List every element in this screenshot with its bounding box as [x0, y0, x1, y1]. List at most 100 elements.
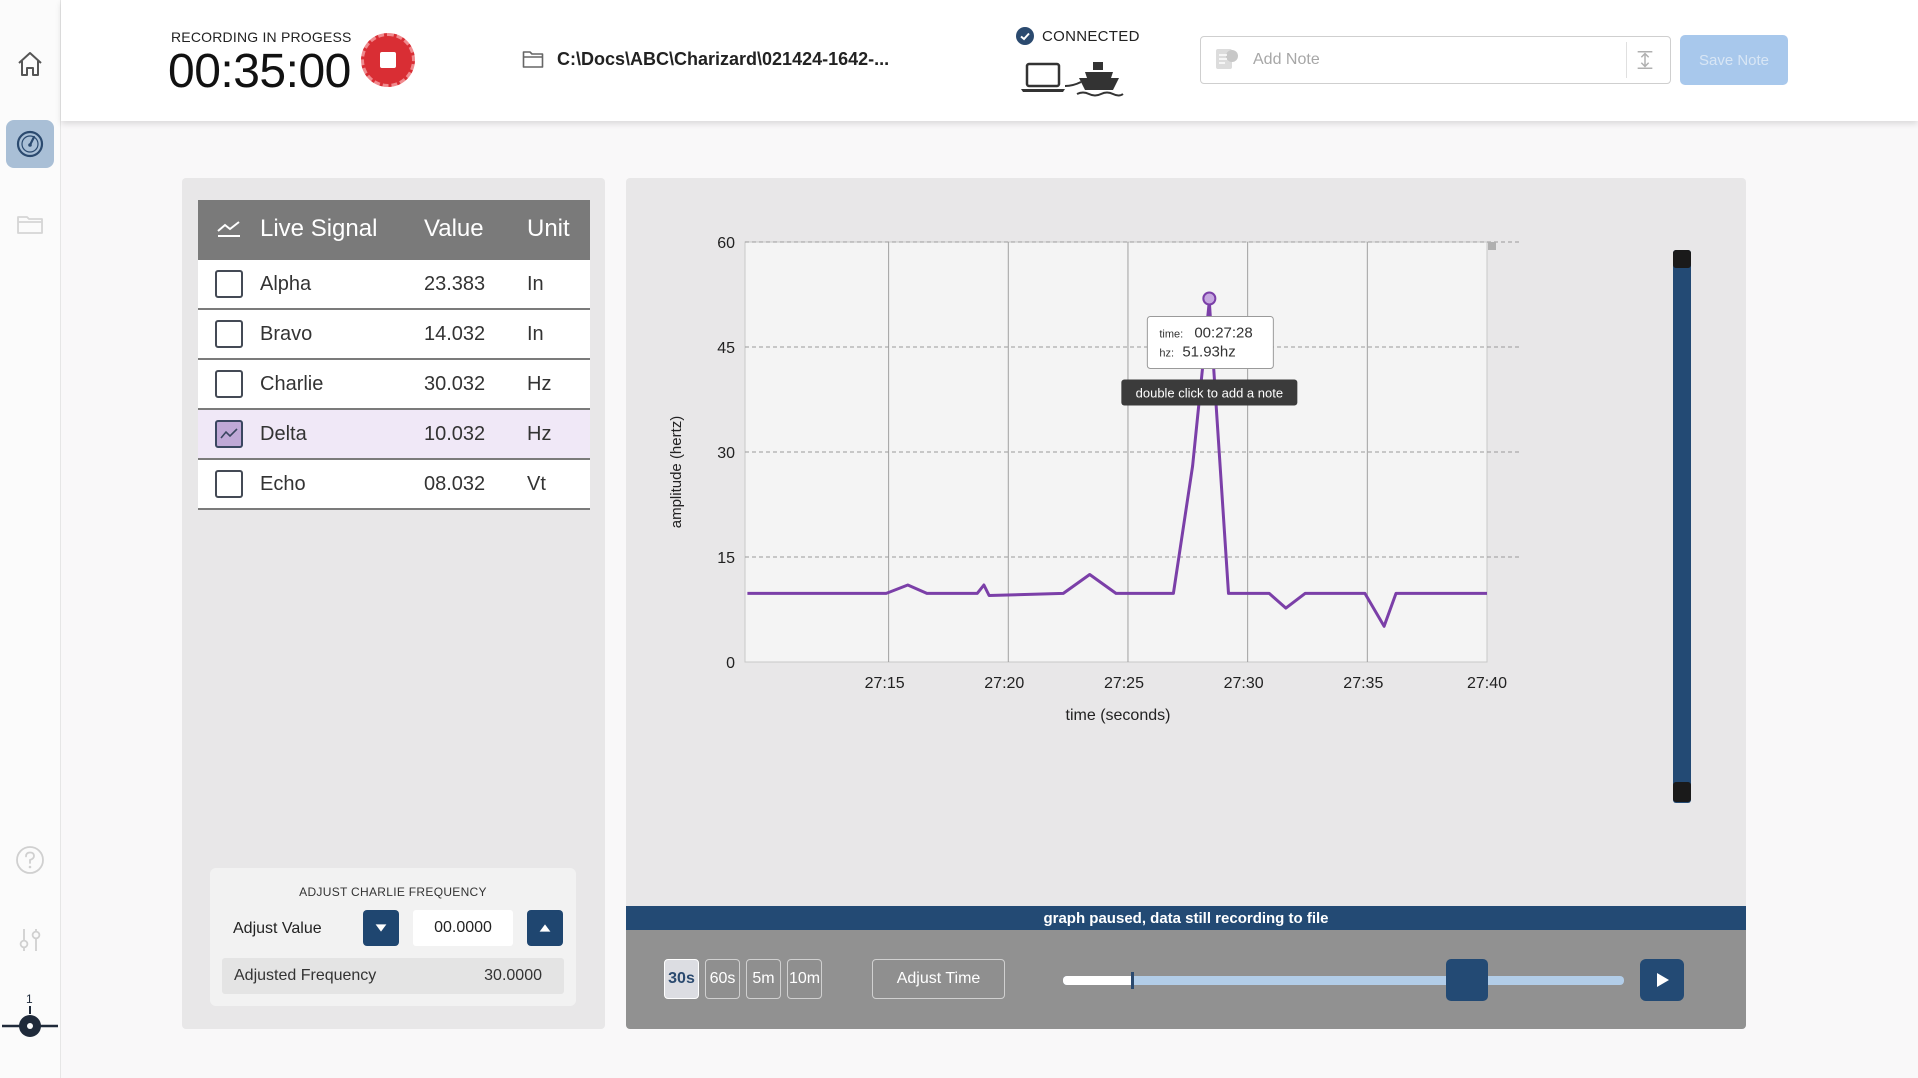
signal-unit: In	[527, 322, 544, 345]
y-tick-label: 45	[717, 340, 735, 357]
laptop-ship-connection-icon	[1021, 62, 1124, 97]
signal-value: 14.032	[424, 322, 486, 345]
signal-name: Alpha	[260, 272, 312, 295]
adjusted-frequency-label: Adjusted Frequency	[234, 967, 377, 984]
trend-line-icon	[217, 221, 240, 237]
range-button-30s[interactable]: 30s	[664, 959, 699, 999]
decrement-button[interactable]	[363, 910, 399, 946]
graph-paused-banner: graph paused, data still recording to fi…	[626, 906, 1746, 930]
y-tick-label: 60	[717, 235, 735, 252]
note-placeholder: Add Note	[1253, 51, 1320, 68]
stop-recording-button[interactable]	[361, 33, 415, 87]
signal-name: Echo	[260, 472, 306, 495]
recording-status-label: RECORDING IN PROGESS	[171, 29, 352, 45]
x-tick-label: 27:30	[1224, 675, 1264, 692]
nav-settings-button[interactable]	[6, 916, 54, 964]
timeline-start-marker	[1131, 972, 1134, 989]
stop-icon	[380, 52, 396, 68]
file-path[interactable]: C:\Docs\ABC\Charizard\021424-1642-...	[557, 49, 890, 69]
nav-home-button[interactable]	[6, 40, 54, 88]
recording-timer: 00:35:00	[168, 45, 351, 98]
y-tick-label: 15	[717, 550, 735, 567]
check-circle-icon	[1016, 27, 1034, 45]
signal-row-alpha[interactable]: Alpha 23.383 In	[198, 260, 590, 310]
hint-text: double click to add a note	[1136, 385, 1283, 400]
sliders-icon	[19, 929, 41, 951]
nav-help-button[interactable]	[6, 836, 54, 884]
signal-value: 23.383	[424, 272, 486, 295]
sidebar: 1	[0, 0, 61, 1078]
folder-icon	[522, 51, 544, 68]
folder-icon	[17, 216, 43, 234]
signal-name: Delta	[260, 422, 307, 445]
signal-name: Charlie	[260, 372, 324, 395]
expand-note-icon[interactable]	[1626, 42, 1662, 78]
add-note-input[interactable]: Add Note	[1200, 36, 1671, 84]
x-axis-title: time (seconds)	[1066, 707, 1171, 724]
range-button-5m[interactable]: 5m	[746, 959, 781, 999]
signal-unit: Hz	[527, 422, 552, 445]
play-icon	[1657, 973, 1669, 987]
scrollbar-top-handle	[1673, 250, 1691, 268]
gauge-icon	[16, 130, 44, 158]
scrollbar-top-cap	[1488, 242, 1496, 250]
adjust-value-input[interactable]: 00.0000	[413, 910, 513, 946]
range-button-10m[interactable]: 10m	[787, 959, 822, 999]
nav-dashboard-button[interactable]	[6, 120, 54, 168]
table-header: Live Signal Value Unit	[198, 200, 590, 260]
signal-checkbox[interactable]	[215, 320, 243, 348]
chart-panel: 0 15 30 45 60 27:15 27:20 27:25 27:30 27:35 27:40 t…	[626, 178, 1746, 1029]
signal-unit: In	[527, 272, 544, 295]
x-tick-label: 27:15	[865, 675, 905, 692]
save-note-button[interactable]: Save Note	[1680, 35, 1788, 85]
x-tick-label: 27:35	[1343, 675, 1383, 692]
signal-name: Bravo	[260, 322, 313, 345]
signal-checkbox[interactable]	[215, 370, 243, 398]
top-header: RECORDING IN PROGESS 00:35:00 C:\Docs\AB…	[61, 0, 1918, 121]
x-tick-label: 27:40	[1467, 675, 1507, 692]
amplitude-chart[interactable]: 0 15 30 45 60 27:15 27:20 27:25 27:30 27:35 27:40 t…	[626, 178, 1746, 906]
tooltip-hz-value: 51.93hz	[1182, 343, 1235, 360]
signal-row-delta[interactable]: Delta 10.032 Hz	[198, 410, 590, 460]
hint-box	[1121, 379, 1298, 406]
signal-value: 08.032	[424, 472, 486, 495]
caret-down-icon	[375, 924, 387, 932]
connection-label: CONNECTED	[1042, 27, 1140, 45]
timeline-buffer	[1063, 976, 1133, 985]
adjusted-frequency-row: Adjusted Frequency 30.0000	[222, 958, 564, 994]
nav-files-button[interactable]	[6, 200, 54, 248]
tooltip-time-label: time:	[1159, 328, 1183, 340]
hover-point-marker	[1202, 291, 1217, 306]
scrollbar-bottom-handle	[1673, 782, 1691, 802]
header-unit: Unit	[527, 215, 570, 242]
tooltip-hz-label: hz:	[1159, 347, 1174, 359]
adjust-time-button[interactable]: Adjust Time	[872, 959, 1005, 999]
signal-row-echo[interactable]: Echo 08.032 Vt	[198, 460, 590, 510]
signal-unit: Vt	[527, 472, 546, 495]
vessel-badge: 1	[26, 992, 33, 1006]
signal-row-bravo[interactable]: Bravo 14.032 In	[198, 310, 590, 360]
signal-row-charlie[interactable]: Charlie 30.032 Hz	[198, 360, 590, 410]
header-value: Value	[424, 215, 484, 242]
x-tick-label: 27:20	[984, 675, 1024, 692]
signal-checkbox[interactable]	[215, 470, 243, 498]
x-tick-label: 27:25	[1104, 675, 1144, 692]
timeline-slider-track[interactable]	[1063, 976, 1624, 985]
tooltip-time-value: 00:27:28	[1194, 324, 1252, 341]
signal-panel: Live Signal Value Unit Alpha 23.383 In Brav…	[182, 178, 605, 1029]
signal-checkbox[interactable]	[215, 270, 243, 298]
timeline-slider-handle[interactable]	[1446, 959, 1489, 1001]
increment-button[interactable]	[527, 910, 563, 946]
signal-unit: Hz	[527, 372, 552, 395]
adjust-value-label: Adjust Value	[233, 920, 322, 937]
nav-vessel-button[interactable]: 1	[2, 988, 58, 1044]
signal-rows: Alpha 23.383 In Bravo 14.032 In Charlie 30.032 H…	[198, 260, 590, 510]
y-tick-label: 0	[726, 655, 735, 672]
connection-status: CONNECTED	[1016, 27, 1140, 45]
play-button[interactable]	[1640, 959, 1684, 1001]
range-button-60s[interactable]: 60s	[705, 959, 740, 999]
signal-value: 30.032	[424, 372, 486, 395]
y-axis-title: amplitude (hertz)	[668, 416, 685, 529]
signal-checkbox[interactable]	[215, 420, 243, 448]
caret-up-icon	[539, 924, 551, 932]
